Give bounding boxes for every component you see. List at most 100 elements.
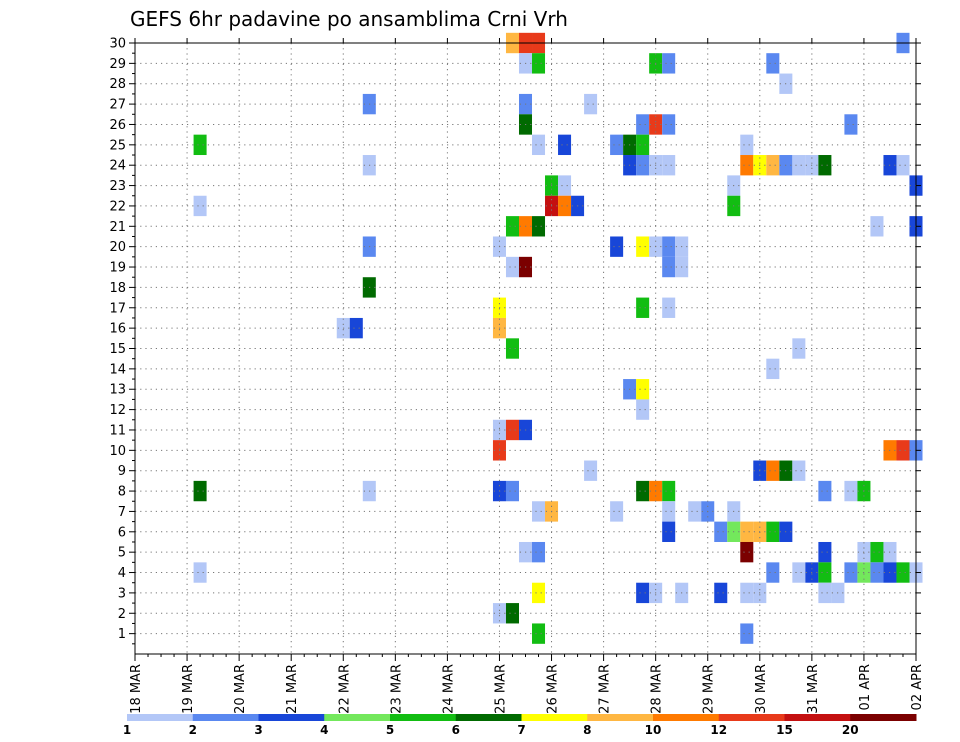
heatmap-cell	[610, 236, 624, 257]
heatmap-cell	[714, 521, 728, 542]
y-tick-label: 25	[109, 138, 126, 153]
y-tick-label: 11	[109, 423, 126, 438]
heatmap-cell	[740, 541, 754, 563]
heatmap-cell	[740, 582, 754, 604]
y-tick-label: 3	[118, 586, 126, 601]
legend-swatch	[653, 714, 720, 721]
legend-label: 3	[254, 723, 262, 737]
y-tick-label: 17	[109, 301, 126, 316]
x-tick-label: 31 MAR	[806, 664, 821, 714]
heatmap-cell	[792, 562, 806, 583]
heatmap-cell	[740, 134, 754, 156]
heatmap-cell	[818, 155, 832, 176]
heatmap-cell	[714, 582, 728, 604]
legend-swatch	[587, 714, 654, 721]
heatmap-cell	[532, 501, 546, 522]
heatmap-cell	[792, 460, 806, 481]
heatmap-cell	[636, 236, 650, 257]
legend-label: 6	[452, 723, 460, 737]
x-tick-label: 23 MAR	[389, 664, 404, 714]
y-axis: 1234567891011121314151617181920212223242…	[109, 37, 921, 645]
y-tick-label: 5	[118, 546, 126, 561]
heatmap-cell	[532, 53, 546, 74]
heatmap-cell	[740, 623, 754, 644]
x-tick-label: 28 MAR	[650, 664, 665, 714]
heatmap-cell	[766, 358, 780, 380]
heatmap-cell	[558, 134, 572, 156]
y-tick-label: 14	[109, 362, 126, 377]
x-tick-label: 26 MAR	[546, 664, 561, 714]
heatmap-cell	[662, 521, 676, 542]
y-tick-label: 9	[118, 464, 126, 479]
legend-label: 20	[842, 723, 859, 737]
heatmap-cell	[636, 399, 650, 420]
legend-swatch	[324, 714, 391, 721]
heatmap-cell	[844, 562, 858, 583]
heatmap-cell	[505, 419, 519, 441]
y-tick-label: 22	[109, 199, 126, 214]
heatmap-cell	[662, 501, 676, 522]
heatmap-cell	[193, 562, 207, 583]
y-tick-label: 2	[118, 607, 126, 622]
y-tick-label: 30	[109, 37, 126, 52]
heatmap-cell	[636, 155, 650, 176]
heatmap-cell	[740, 521, 754, 542]
heatmap-cell	[532, 623, 546, 644]
y-tick-label: 8	[118, 485, 126, 500]
y-tick-label: 29	[109, 57, 126, 72]
y-tick-label: 24	[109, 159, 126, 174]
heatmap-cell	[505, 256, 519, 278]
y-tick-label: 19	[109, 261, 126, 276]
heatmap-cells	[193, 32, 923, 644]
x-tick-label: 29 MAR	[702, 664, 717, 714]
y-tick-label: 28	[109, 77, 126, 92]
grid-lines	[135, 43, 916, 654]
heatmap-cell	[896, 562, 910, 583]
x-tick-label: 24 MAR	[441, 664, 456, 714]
color-legend: 1 2 3 4 5 6 7 8 10 12 15 20	[123, 714, 917, 737]
x-tick-label: 30 MAR	[754, 664, 769, 714]
heatmap-cell	[505, 603, 519, 624]
legend-swatch	[127, 714, 194, 721]
heatmap-cell	[532, 134, 546, 156]
x-tick-label: 21 MAR	[285, 664, 300, 714]
x-tick-label: 27 MAR	[598, 664, 613, 714]
y-tick-label: 16	[109, 322, 126, 337]
heatmap-cell	[844, 480, 858, 502]
heatmap-cell	[818, 562, 832, 583]
y-tick-label: 23	[109, 179, 126, 194]
legend-label: 8	[583, 723, 591, 737]
heatmap-cell	[532, 216, 546, 237]
heatmap-cell	[532, 541, 546, 563]
heatmap-cell	[610, 134, 624, 156]
heatmap-cell	[662, 297, 676, 318]
heatmap-cell	[193, 195, 207, 217]
legend-swatch	[455, 714, 522, 721]
heatmap-cell	[558, 175, 572, 196]
heatmap-cell	[818, 480, 832, 502]
heatmap-cell	[740, 155, 754, 176]
y-tick-label: 1	[118, 627, 126, 642]
y-tick-label: 12	[109, 403, 126, 418]
x-tick-label: 19 MAR	[181, 664, 196, 714]
legend-swatch	[718, 714, 785, 721]
heatmap-cell	[349, 317, 363, 339]
heatmap-cell	[896, 155, 910, 176]
y-tick-label: 13	[109, 383, 126, 398]
heatmap-cell	[870, 541, 884, 563]
heatmap-cell	[662, 236, 676, 257]
legend-label: 15	[776, 723, 793, 737]
y-tick-label: 4	[118, 566, 126, 581]
legend-swatch	[192, 714, 259, 721]
x-tick-label: 18 MAR	[129, 664, 144, 714]
heatmap-cell	[558, 195, 572, 217]
x-axis: 18 MAR 19 MAR 20 MAR 21 MAR 22 MAR 23 MAR 24 M…	[129, 38, 925, 714]
heatmap-cell	[792, 338, 806, 359]
x-tick-label: 01 APR	[858, 664, 873, 710]
legend-swatch	[258, 714, 325, 721]
heatmap-cell	[636, 114, 650, 135]
heatmap-cell	[662, 256, 676, 278]
heatmap-cell	[896, 440, 910, 461]
legend-label: 5	[386, 723, 394, 737]
